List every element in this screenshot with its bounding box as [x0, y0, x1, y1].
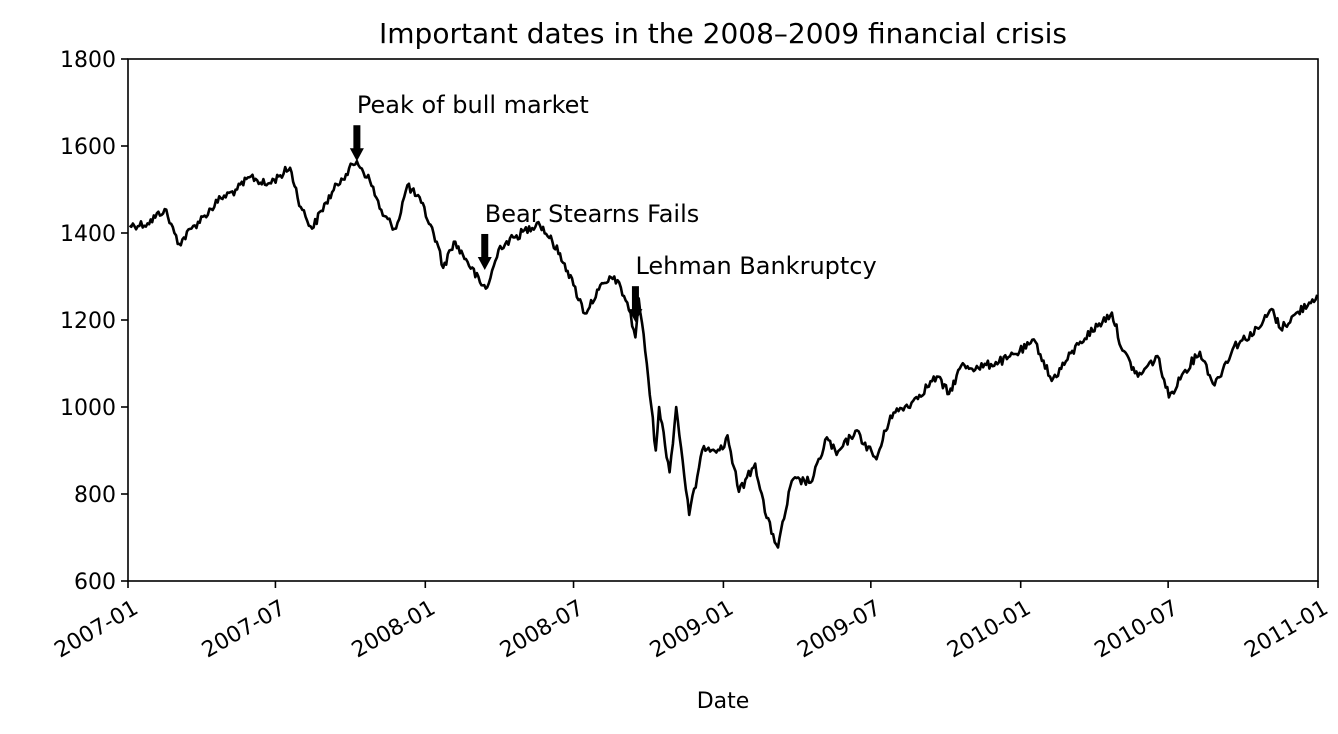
annotation-arrow-shaft: [481, 233, 489, 258]
x-tick-label: 2010-01: [943, 596, 1035, 664]
y-tick-label: 1800: [60, 48, 116, 73]
annotation-label: Bear Stearns Fails: [485, 200, 699, 228]
x-tick-label: 2008-01: [348, 596, 440, 664]
series-line: [128, 159, 1319, 549]
chart-title: Important dates in the 2008–2009 financi…: [379, 17, 1067, 50]
annotation-label: Peak of bull market: [357, 91, 589, 119]
plot-area: 600 800 1000 1200 1400 1600 1800 2007-01 2007-07…: [50, 48, 1332, 663]
y-tick-label: 600: [74, 570, 116, 595]
y-tick-label: 800: [74, 483, 116, 508]
annotation-label: Lehman Bankruptcy: [635, 252, 876, 280]
x-tick-label: 2008-07: [496, 596, 588, 664]
x-tick-label: 2007-01: [50, 596, 142, 664]
annotation-arrow-head: [349, 148, 364, 162]
y-tick-label: 1600: [60, 135, 116, 160]
annotation-arrow-shaft: [631, 286, 639, 311]
annotation-arrow-shaft: [353, 125, 361, 150]
x-tick-label: 2007-07: [198, 596, 290, 664]
x-axis-label: Date: [697, 689, 750, 714]
y-tick-label: 1400: [60, 222, 116, 247]
y-tick-label: 1200: [60, 309, 116, 334]
x-tick-label: 2009-01: [646, 596, 738, 664]
x-tick-label: 2011-01: [1240, 596, 1332, 664]
annotation-arrow-head: [628, 309, 643, 323]
x-tick-label: 2010-07: [1091, 596, 1183, 664]
plot-frame: [127, 58, 1319, 582]
x-tick-label: 2009-07: [793, 596, 885, 664]
y-tick-label: 1000: [60, 396, 116, 421]
annotation-arrow-head: [477, 256, 492, 270]
